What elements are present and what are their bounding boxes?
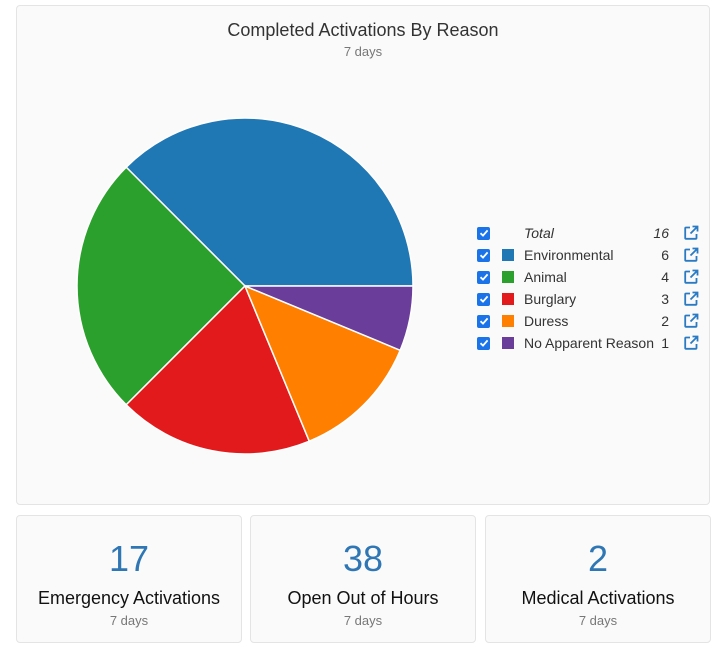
external-link-icon[interactable]	[683, 313, 699, 329]
legend-count: 1	[661, 335, 669, 351]
legend-count: 4	[661, 269, 669, 285]
checkbox-checked-icon[interactable]	[477, 292, 490, 306]
legend-label-total: Total	[524, 225, 554, 241]
pie-slice-no-apparent-reason[interactable]	[244, 285, 414, 352]
stat-period: 7 days	[343, 613, 383, 628]
checkbox-checked-icon[interactable]	[477, 336, 490, 350]
stat-value: 38	[342, 538, 384, 579]
legend-swatch	[502, 337, 514, 349]
legend-label: No Apparent Reason	[524, 335, 654, 351]
stat-value: 2	[587, 538, 609, 579]
checkbox-checked-icon[interactable]	[477, 314, 490, 328]
external-link-icon[interactable]	[683, 291, 699, 307]
stat-label: Emergency Activations	[37, 588, 221, 608]
legend-count: 2	[661, 313, 669, 329]
legend-row-environmental: Environmental 6	[477, 244, 707, 266]
legend-row-total: Total 16	[477, 222, 707, 244]
legend-swatch	[502, 271, 514, 283]
legend-swatch	[502, 249, 514, 261]
chart-card: Completed Activations By Reason 7 days T…	[16, 5, 710, 505]
external-link-icon[interactable]	[683, 247, 699, 263]
external-link-icon[interactable]	[683, 335, 699, 351]
chart-legend: Total 16 Environmental 6 Animal 4 Burglary 3 D…	[477, 222, 707, 354]
stat-period: 7 days	[109, 613, 149, 628]
chart-title: Completed Activations By Reason	[227, 20, 499, 40]
legend-row-animal: Animal 4	[477, 266, 707, 288]
legend-row-no-apparent-reason: No Apparent Reason 1	[477, 332, 707, 354]
checkbox-checked-icon[interactable]	[477, 226, 490, 240]
legend-count-total: 16	[653, 225, 669, 241]
stat-period: 7 days	[578, 613, 618, 628]
external-link-icon[interactable]	[683, 269, 699, 285]
stat-card-emergency-activations: 17 Emergency Activations 7 days	[16, 515, 242, 643]
stat-value: 17	[108, 538, 150, 579]
legend-swatch	[502, 293, 514, 305]
pie-slice-animal[interactable]	[76, 166, 247, 406]
pie-slice-burglary[interactable]	[125, 284, 311, 455]
legend-row-duress: Duress 2	[477, 310, 707, 332]
pie-slice-duress[interactable]	[243, 284, 402, 443]
checkbox-checked-icon[interactable]	[477, 248, 490, 262]
legend-label: Duress	[524, 313, 569, 329]
legend-count: 3	[661, 291, 669, 307]
stat-label: Open Out of Hours	[287, 588, 439, 608]
legend-row-burglary: Burglary 3	[477, 288, 707, 310]
legend-label: Environmental	[524, 247, 614, 263]
legend-label: Animal	[524, 269, 567, 285]
pie-slice-environmental[interactable]	[125, 117, 414, 287]
stat-label: Medical Activations	[521, 588, 675, 608]
external-link-icon[interactable]	[683, 225, 699, 241]
legend-label: Burglary	[524, 291, 577, 307]
legend-count: 6	[661, 247, 669, 263]
stat-card-medical-activations: 2 Medical Activations 7 days	[485, 515, 711, 643]
pie-chart	[76, 117, 414, 455]
legend-swatch	[502, 315, 514, 327]
stat-card-open-out-of-hours: 38 Open Out of Hours 7 days	[250, 515, 476, 643]
chart-subtitle: 7 days	[343, 44, 383, 59]
checkbox-checked-icon[interactable]	[477, 270, 490, 284]
